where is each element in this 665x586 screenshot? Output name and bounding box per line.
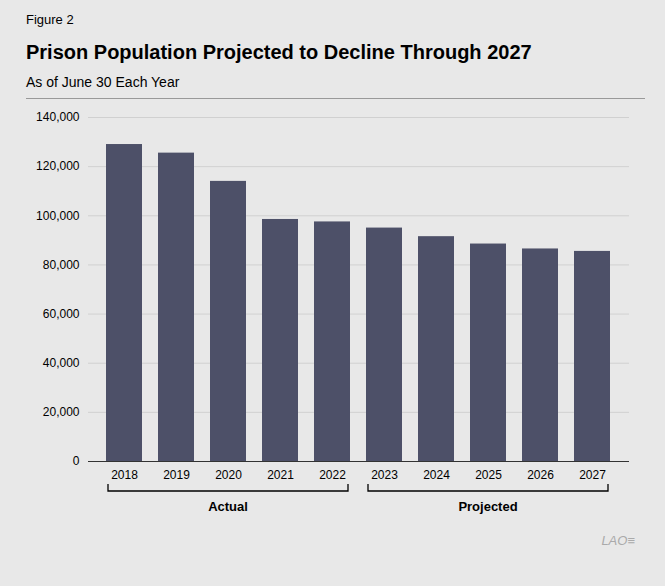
svg-text:60,000: 60,000 [43, 307, 80, 321]
svg-text:2023: 2023 [371, 468, 398, 482]
svg-text:2018: 2018 [111, 468, 138, 482]
svg-text:2026: 2026 [527, 468, 554, 482]
html-text:Figure 2: Figure 2 [26, 12, 74, 27]
svg-text:Projected: Projected [458, 499, 517, 514]
svg-text:140,000: 140,000 [36, 110, 80, 124]
svg-text:100,000: 100,000 [36, 209, 80, 223]
svg-text:2027: 2027 [579, 468, 606, 482]
svg-text:2021: 2021 [267, 468, 294, 482]
svg-text:2020: 2020 [215, 468, 242, 482]
html-text:As of June 30 Each Year: As of June 30 Each Year [26, 74, 180, 90]
svg-text:0: 0 [73, 454, 80, 468]
svg-text:40,000: 40,000 [43, 356, 80, 370]
svg-text:80,000: 80,000 [43, 258, 80, 272]
svg-text:Actual: Actual [208, 499, 248, 514]
svg-text:2024: 2024 [423, 468, 450, 482]
svg-text:2022: 2022 [319, 468, 346, 482]
svg-text:120,000: 120,000 [36, 159, 80, 173]
html-text:LAO≡: LAO≡ [601, 533, 635, 548]
svg-text:20,000: 20,000 [43, 405, 80, 419]
svg-text:2025: 2025 [475, 468, 502, 482]
svg-text:2019: 2019 [163, 468, 190, 482]
html-text:Prison Population Projected to: Prison Population Projected to Decline T… [26, 41, 532, 63]
